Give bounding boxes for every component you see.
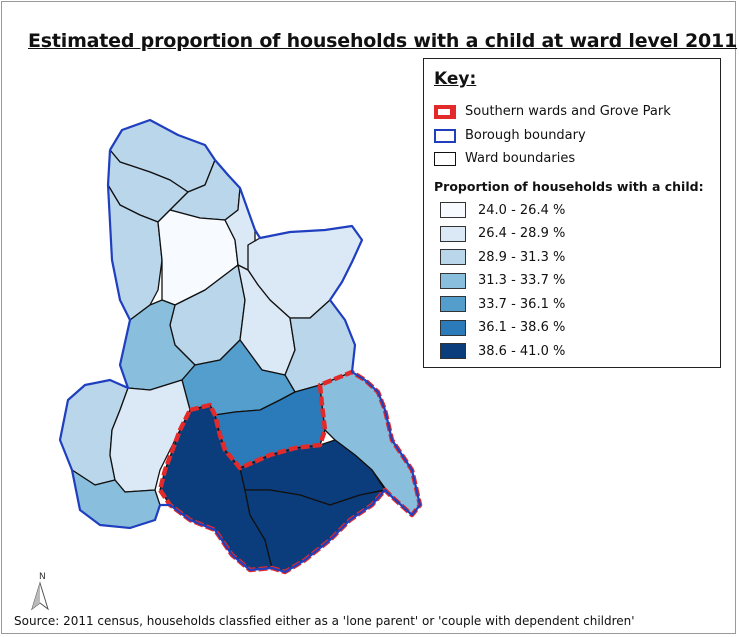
north-label: N xyxy=(39,572,46,582)
legend-key-title: Key: xyxy=(434,69,477,89)
legend-class-label: 31.3 - 33.7 % xyxy=(478,273,566,288)
legend-class-label: 24.0 - 26.4 % xyxy=(478,202,566,218)
legend-class-swatch xyxy=(440,319,466,336)
borough-boundary xyxy=(58,118,422,574)
north-arrow-icon xyxy=(31,581,49,611)
legend-class-row: 26.4 - 28.9 % xyxy=(440,225,566,242)
legend-label: Southern wards and Grove Park xyxy=(465,104,671,119)
legend-item-borough-boundary: Borough boundary xyxy=(434,128,586,143)
map-title: Estimated proportion of households with … xyxy=(28,30,738,52)
legend-class-swatch xyxy=(440,296,466,312)
legend-label: Borough boundary xyxy=(465,128,586,143)
legend-class-swatch xyxy=(440,249,466,265)
legend-class-row: 38.6 - 41.0 % xyxy=(440,343,565,359)
legend-class-label: 36.1 - 38.6 % xyxy=(478,320,566,335)
legend-class-swatch xyxy=(440,343,466,359)
legend-class-row: 36.1 - 38.6 % xyxy=(440,319,566,336)
legend-class-label: 33.7 - 36.1 % xyxy=(478,296,566,312)
ward-boundaries-swatch xyxy=(434,151,456,166)
source-note: Source: 2011 census, households classfie… xyxy=(14,614,635,628)
legend-class-label: 28.9 - 31.3 % xyxy=(478,249,566,265)
legend-classes-title: Proportion of households with a child: xyxy=(434,179,704,194)
legend-class-row: 33.7 - 36.1 % xyxy=(440,296,565,312)
southern-wards-swatch xyxy=(434,104,456,119)
legend-item-ward-boundaries: Ward boundaries xyxy=(434,151,575,166)
borough-boundary-swatch xyxy=(434,128,456,143)
legend-item-southern-wards: Southern wards and Grove Park xyxy=(434,104,671,119)
legend-class-row: 24.0 - 26.4 % xyxy=(440,202,565,218)
legend: Key: Southern wards and Grove Park Borou… xyxy=(423,58,721,368)
legend-label: Ward boundaries xyxy=(465,151,576,166)
legend-class-label: 38.6 - 41.0 % xyxy=(478,343,566,359)
legend-class-swatch xyxy=(440,202,466,218)
legend-class-label: 26.4 - 28.9 % xyxy=(478,226,566,241)
legend-class-swatch xyxy=(440,272,466,289)
ward-polygons xyxy=(59,119,421,573)
legend-class-swatch xyxy=(440,225,466,242)
legend-class-row: 28.9 - 31.3 % xyxy=(440,249,565,265)
legend-class-row: 31.3 - 33.7 % xyxy=(440,272,566,289)
